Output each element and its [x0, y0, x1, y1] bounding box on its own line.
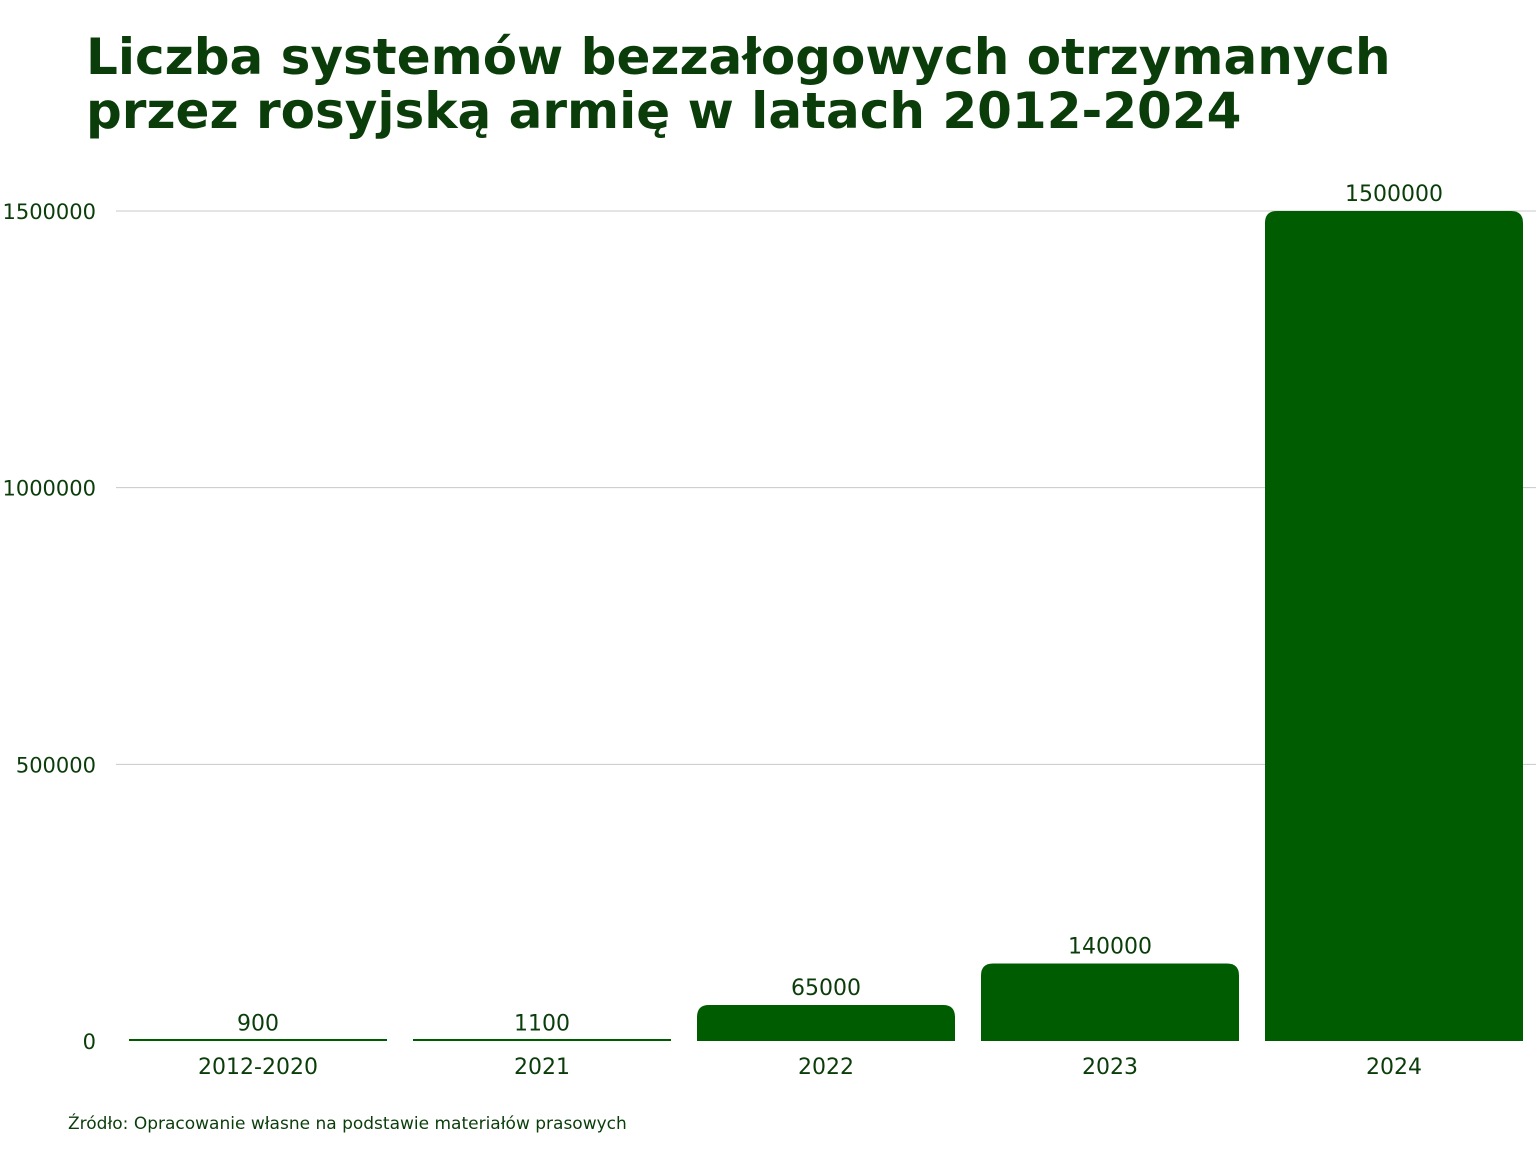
y-axis-tick-labels: 0 500000 1000000 1500000 — [2, 200, 96, 1054]
chart-title-line-1: Liczba systemów bezzałogowych otrzymanyc… — [86, 28, 1391, 86]
bar-2022 — [697, 1005, 955, 1041]
x-category-label: 2012-2020 — [198, 1055, 318, 1080]
y-tick-label: 500000 — [16, 753, 96, 777]
x-category-label: 2023 — [1082, 1055, 1138, 1080]
bar-2023 — [981, 963, 1239, 1041]
x-category-label: 2024 — [1366, 1055, 1422, 1080]
bar-base-2012-2020 — [129, 1039, 387, 1041]
y-tick-label: 1500000 — [2, 200, 96, 224]
chart-title: Liczba systemów bezzałogowych otrzymanyc… — [86, 30, 1486, 138]
x-category-label: 2022 — [798, 1055, 854, 1080]
y-tick-label: 0 — [83, 1030, 96, 1054]
y-tick-label: 1000000 — [2, 477, 96, 501]
bar-base-2021 — [413, 1039, 671, 1041]
source-note: Źródło: Opracowanie własne na podstawie … — [68, 1114, 627, 1134]
data-label: 1100 — [514, 1011, 570, 1036]
bar-base-2022 — [697, 1039, 955, 1041]
data-label: 65000 — [791, 976, 861, 1001]
data-label: 1500000 — [1345, 182, 1443, 207]
bars — [129, 211, 1523, 1041]
bar-2024 — [1265, 211, 1523, 1041]
data-labels: 900 1100 65000 140000 1500000 — [237, 182, 1443, 1037]
data-label: 140000 — [1068, 935, 1152, 960]
bar-base-2024 — [1265, 1039, 1523, 1041]
x-category-label: 2021 — [514, 1055, 570, 1080]
data-label: 900 — [237, 1012, 279, 1037]
bar-base-2023 — [981, 1039, 1239, 1041]
chart-title-line-2: przez rosyjską armię w latach 2012-2024 — [86, 82, 1242, 140]
x-axis-category-labels: 2012-2020 2021 2022 2023 2024 — [198, 1055, 1422, 1080]
